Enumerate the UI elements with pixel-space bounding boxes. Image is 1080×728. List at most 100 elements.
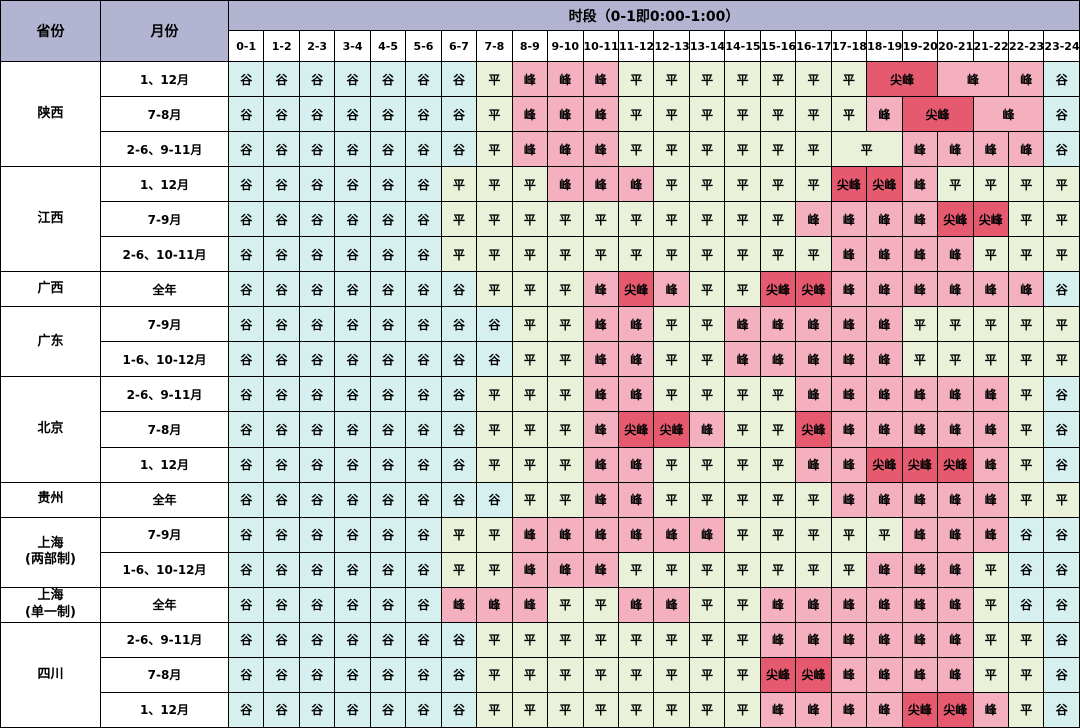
period-cell-valley: 谷 [227,656,265,693]
period-cell-flat: 平 [547,376,584,413]
hour-header: 8-9 [511,30,549,62]
period-cell-sharp-peak: 尖峰 [901,446,939,483]
period-cell-flat: 平 [759,516,797,553]
period-cell-valley: 谷 [1043,131,1080,168]
period-cell-flat: 平 [1007,446,1045,483]
period-cell-valley: 谷 [405,201,442,238]
period-cell-peak: 峰 [972,481,1009,518]
hour-header: 4-5 [369,30,407,62]
period-cell-valley: 谷 [227,621,265,658]
period-cell-sharp-peak: 尖峰 [937,201,974,238]
period-cell-flat: 平 [617,691,655,728]
table-row: 广东 7-9月谷谷谷谷谷谷谷谷平平峰峰平平峰峰峰峰峰平平平平平 [0,306,1080,378]
month-cell: 2-6、9-11月 [100,376,229,413]
period-cell-peak: 峰 [476,586,513,623]
table-row: 上海 (两部制) 7-9月谷谷谷谷谷谷平平峰峰峰峰峰峰平平平平平峰峰峰谷谷 [0,516,1080,588]
period-cell-valley: 谷 [227,131,265,168]
period-cell-peak: 峰 [653,516,690,553]
period-cell-sharp-peak: 尖峰 [901,96,974,133]
period-cell-flat: 平 [901,306,939,343]
period-cell-peak: 峰 [795,621,832,658]
period-cell-flat: 平 [759,411,797,448]
period-cell-flat: 平 [653,60,690,98]
period-cell-valley: 谷 [298,271,336,308]
period-cell-flat: 平 [724,60,761,98]
period-cell-flat: 平 [476,376,513,413]
period-cell-valley: 谷 [263,60,300,98]
period-cell-flat: 平 [1043,236,1080,273]
period-cell-peak: 峰 [901,481,939,518]
period-cell-valley: 谷 [334,166,371,203]
period-cell-flat: 平 [476,446,513,483]
period-cell-valley: 谷 [369,446,407,483]
period-cell-valley: 谷 [369,691,407,728]
period-cell-peak: 峰 [511,60,549,98]
period-cell-flat: 平 [972,236,1009,273]
period-cell-flat: 平 [724,446,761,483]
period-cell-flat: 平 [547,341,584,378]
period-cell-valley: 谷 [227,691,265,728]
period-cell-valley: 谷 [298,481,336,518]
period-cell-flat: 平 [476,551,513,588]
period-cell-flat: 平 [759,60,797,98]
period-cell-peak: 峰 [901,551,939,588]
period-cell-valley: 谷 [334,96,371,133]
period-cell-valley: 谷 [1007,551,1045,588]
period-cell-flat: 平 [937,166,974,203]
period-cell-peak: 峰 [511,96,549,133]
period-cell-peak: 峰 [937,271,974,308]
period-cell-flat: 平 [866,516,903,553]
period-cell-valley: 谷 [227,271,265,308]
period-cell-peak: 峰 [830,201,868,238]
table-row: 四川 2-6、9-11月谷谷谷谷谷谷谷平平平平平平平平峰峰峰峰峰峰平平谷 [0,621,1080,728]
hour-header: 0-1 [227,30,265,62]
period-cell-flat: 平 [1043,166,1080,203]
period-cell-valley: 谷 [440,446,478,483]
period-cell-flat: 平 [511,201,549,238]
period-cell-flat: 平 [476,201,513,238]
period-cell-flat: 平 [617,131,655,168]
month-cell: 1-6、10-12月 [100,551,229,588]
period-cell-flat: 平 [724,131,761,168]
period-cell-flat: 平 [688,446,726,483]
period-cell-flat: 平 [795,236,832,273]
period-cell-valley: 谷 [440,306,478,343]
period-cell-flat: 平 [830,551,868,588]
period-cell-valley: 谷 [334,621,371,658]
period-header: 时段（0-1即0:00-1:00） [228,0,1080,31]
period-cell-flat: 平 [688,306,726,343]
period-cell-flat: 平 [617,551,655,588]
period-cell-flat: 平 [476,166,513,203]
period-cell-flat: 平 [1043,201,1080,238]
period-cell-flat: 平 [547,621,584,658]
table-row: 陕西 1、12月谷谷谷谷谷谷谷平峰峰峰平平平平平平平尖峰峰峰谷 [0,60,1080,168]
period-cell-valley: 谷 [1043,446,1080,483]
period-cell-valley: 谷 [298,341,336,378]
period-cell-flat: 平 [795,166,832,203]
period-cell-valley: 谷 [369,271,407,308]
hour-header: 3-4 [334,30,371,62]
period-cell-sharp-peak: 尖峰 [866,60,939,98]
period-cell-valley: 谷 [405,446,442,483]
period-cell-flat: 平 [724,621,761,658]
period-cell-sharp-peak: 尖峰 [759,271,797,308]
period-cell-peak: 峰 [972,131,1009,168]
period-cell-peak: 峰 [866,551,903,588]
period-cell-peak: 峰 [688,516,726,553]
period-cell-flat: 平 [759,201,797,238]
period-cell-peak: 峰 [901,236,939,273]
period-cell-flat: 平 [759,166,797,203]
period-cell-valley: 谷 [1007,516,1045,553]
period-cell-peak: 峰 [759,341,797,378]
period-cell-valley: 谷 [298,551,336,588]
period-cell-valley: 谷 [263,341,300,378]
period-cell-flat: 平 [1007,621,1045,658]
period-cell-peak: 峰 [547,96,584,133]
period-cell-valley: 谷 [369,586,407,623]
period-cell-peak: 峰 [617,481,655,518]
period-cell-valley: 谷 [298,166,336,203]
period-cell-peak: 峰 [582,166,619,203]
period-cell-valley: 谷 [298,306,336,343]
period-cell-peak: 峰 [866,481,903,518]
period-cell-valley: 谷 [227,411,265,448]
